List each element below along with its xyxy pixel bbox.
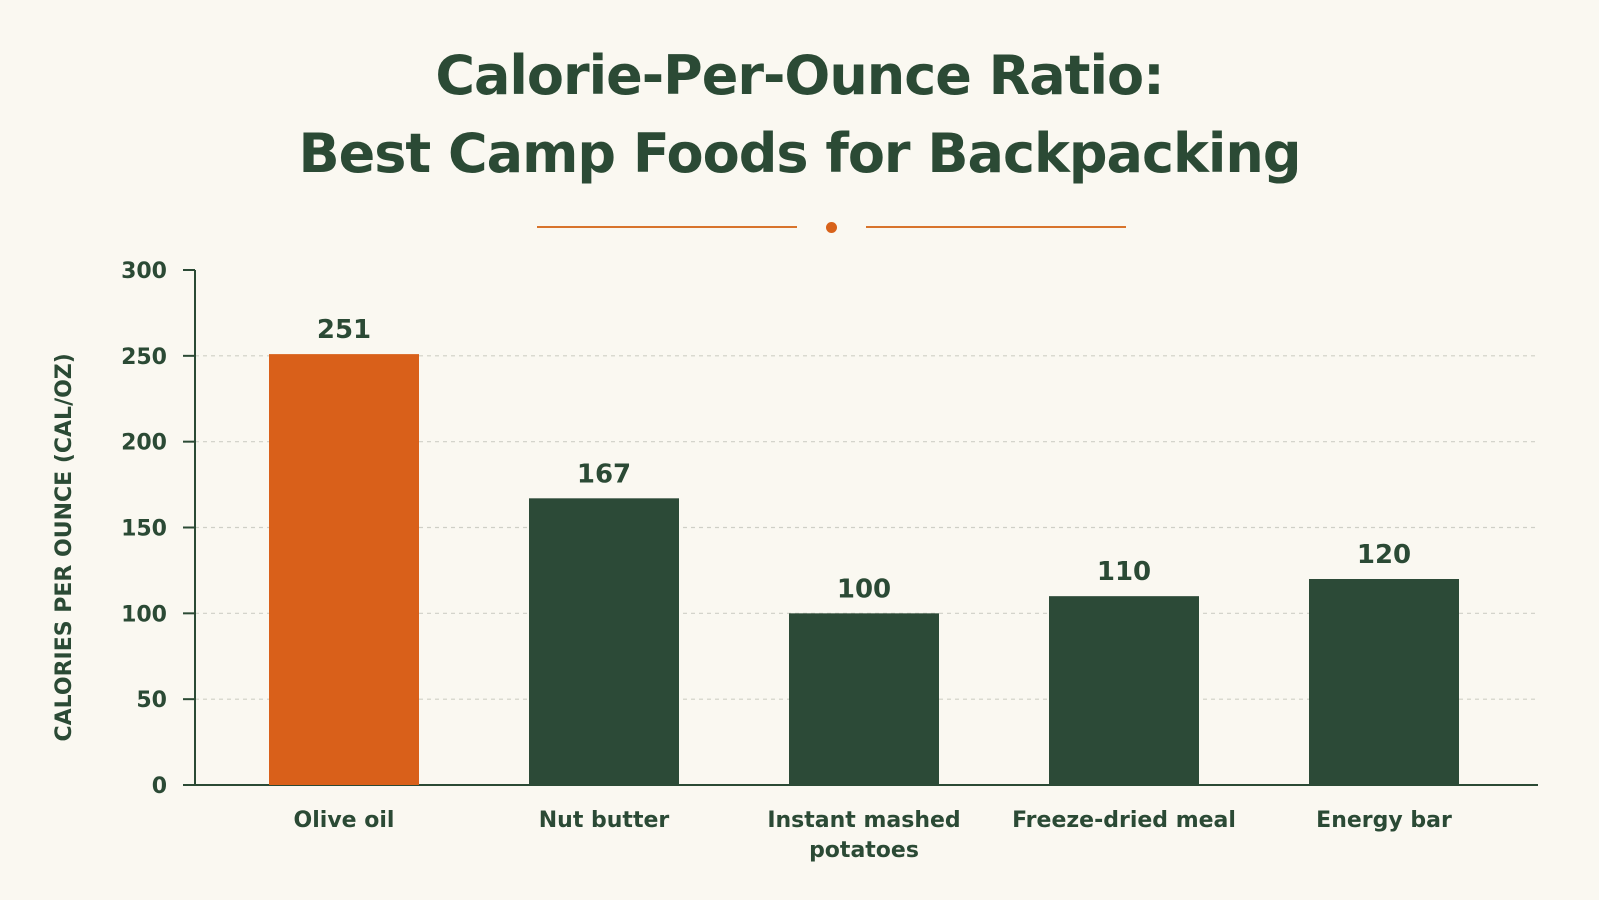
x-tick-label: potatoes [809, 838, 919, 863]
y-tick-label: 50 [136, 688, 167, 713]
bar-freeze-dried-meal [1049, 596, 1199, 785]
bar-energy-bar [1309, 579, 1459, 785]
title-divider-dot [826, 222, 837, 233]
x-tick-label: Freeze-dried meal [1012, 808, 1236, 833]
y-tick-label: 100 [121, 602, 167, 627]
title-divider-left [537, 226, 797, 228]
x-tick-label: Olive oil [294, 808, 395, 833]
y-tick-label: 200 [121, 431, 167, 456]
x-tick-label: Energy bar [1316, 808, 1452, 833]
data-label: 110 [1097, 557, 1151, 587]
data-label: 120 [1357, 540, 1411, 570]
chart-title-line-1: Calorie-Per-Ounce Ratio: [435, 44, 1164, 107]
title-divider-right [866, 226, 1126, 228]
y-tick-label: 150 [121, 517, 167, 542]
bar-nut-butter [529, 498, 679, 785]
data-label: 100 [837, 574, 891, 604]
data-label: 167 [577, 459, 631, 489]
y-tick-label: 0 [152, 774, 167, 799]
y-tick-label: 300 [121, 259, 167, 284]
bar-instant-mashed-potatoes [789, 613, 939, 785]
y-tick-label: 250 [121, 345, 167, 370]
x-tick-label: Nut butter [539, 808, 670, 833]
x-tick-label: Instant mashed [767, 808, 960, 833]
bar-olive-oil [269, 354, 419, 785]
data-label: 251 [317, 315, 371, 345]
chart-title-line-2: Best Camp Foods for Backpacking [298, 122, 1302, 185]
